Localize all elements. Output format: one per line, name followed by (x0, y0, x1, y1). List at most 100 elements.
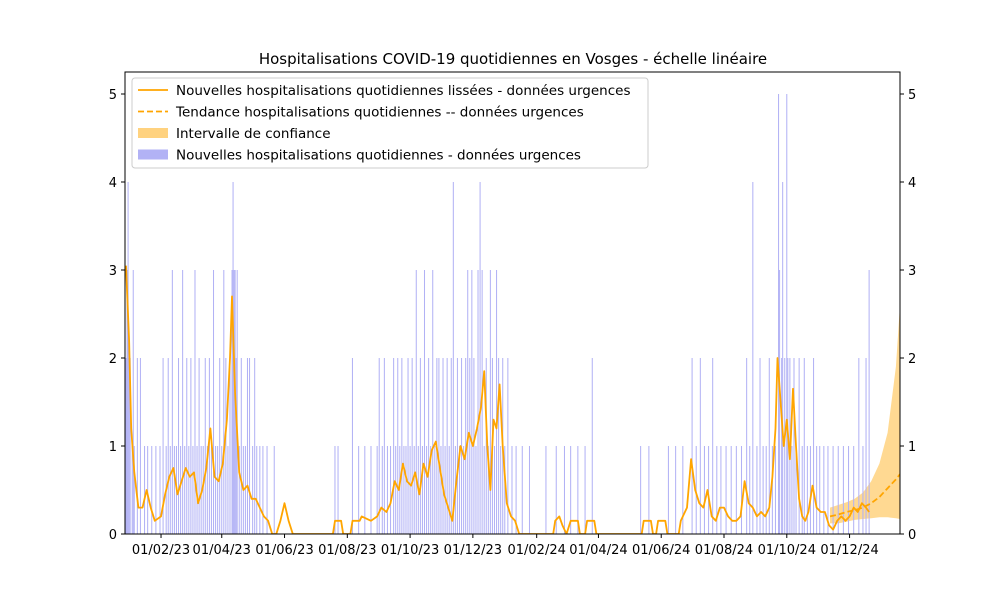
daily-bar (430, 446, 432, 534)
daily-bar (423, 270, 426, 534)
daily-bar (217, 446, 219, 534)
x-tick-label: 01/08/24 (695, 543, 753, 558)
daily-bar (126, 270, 128, 534)
daily-bar (695, 446, 697, 534)
daily-bar (498, 358, 500, 534)
daily-bar (640, 446, 642, 534)
daily-bar (837, 446, 839, 534)
daily-bar (716, 446, 718, 534)
daily-bar (848, 446, 850, 534)
daily-bar (803, 358, 805, 534)
smoothed-line (125, 265, 870, 534)
daily-bar (403, 446, 405, 534)
daily-bar (675, 446, 677, 534)
legend-box (131, 77, 649, 169)
daily-bar (827, 446, 829, 534)
daily-bar (159, 446, 161, 534)
daily-bar (370, 446, 372, 534)
daily-bar (223, 270, 225, 534)
confidence-band-layer (830, 305, 900, 524)
daily-bar (376, 446, 378, 534)
daily-bar (816, 446, 818, 534)
daily-bar (756, 446, 758, 534)
daily-bar (233, 270, 235, 534)
daily-bar (682, 446, 684, 534)
daily-bar (487, 446, 489, 534)
daily-bar (746, 358, 748, 534)
y-tick-label-left: 4 (109, 176, 117, 191)
daily-bar (779, 270, 781, 534)
daily-bar (399, 446, 401, 534)
daily-bar (806, 446, 808, 534)
daily-bar (438, 358, 440, 534)
daily-bar (381, 446, 383, 534)
daily-bar (496, 270, 498, 534)
daily-bar (144, 446, 146, 534)
daily-bar (703, 446, 705, 534)
x-tick-label: 01/10/24 (758, 543, 816, 558)
daily-bar (232, 182, 234, 534)
daily-bar (204, 358, 206, 534)
daily-bar (452, 182, 454, 534)
daily-bar (759, 358, 761, 534)
daily-bar (273, 446, 275, 534)
daily-bar (133, 446, 135, 534)
daily-bar (190, 358, 192, 534)
daily-bar (147, 446, 149, 534)
daily-bar (262, 446, 264, 534)
daily-bar (515, 446, 517, 534)
y-tick-label-right: 0 (908, 528, 916, 543)
daily-bar (432, 270, 434, 534)
daily-bar (266, 446, 268, 534)
legend-label: Tendance hospitalisations quotidiennes -… (175, 105, 584, 121)
daily-bar (458, 446, 461, 534)
daily-bar (192, 446, 194, 534)
daily-bar (865, 358, 867, 534)
daily-bar (386, 446, 388, 534)
daily-bar (771, 446, 773, 534)
daily-bar (570, 446, 572, 534)
daily-bar (448, 446, 450, 534)
lines-layer (125, 265, 900, 534)
daily-bar (798, 358, 800, 534)
daily-bar (465, 358, 467, 534)
daily-bar (383, 358, 385, 534)
x-tick-label: 01/04/23 (193, 543, 251, 558)
daily-bar (210, 446, 212, 534)
daily-bar (229, 358, 231, 534)
daily-bar (782, 182, 784, 534)
daily-bar (762, 446, 764, 534)
daily-bar (765, 446, 767, 534)
daily-bar (842, 446, 844, 534)
y-tick-label-right: 2 (908, 352, 916, 367)
x-tick-label: 01/12/23 (444, 543, 502, 558)
daily-bar (725, 446, 727, 534)
daily-bar (252, 446, 254, 534)
daily-bar (648, 446, 650, 534)
daily-bar (395, 446, 397, 534)
x-tick-label: 01/06/24 (632, 543, 690, 558)
daily-bar (809, 446, 811, 534)
daily-bar (202, 446, 204, 534)
daily-bar (238, 446, 240, 534)
plot-frame (124, 71, 901, 535)
y-tick-label-left: 5 (109, 88, 117, 103)
daily-bar (545, 446, 547, 534)
confidence-band (830, 305, 900, 524)
daily-bar (240, 358, 242, 534)
daily-bar (127, 182, 129, 534)
daily-bar (254, 358, 256, 534)
daily-bar (483, 446, 485, 534)
y-tick-label-left: 0 (109, 528, 117, 543)
daily-bar (801, 446, 803, 534)
daily-bar (446, 358, 448, 534)
daily-bar (351, 358, 353, 534)
x-tick-label: 01/02/24 (507, 543, 565, 558)
daily-bar (178, 358, 180, 534)
daily-bar (584, 446, 586, 534)
daily-bar (591, 358, 593, 534)
y-tick-label-right: 4 (908, 176, 916, 191)
daily-bar (390, 446, 392, 534)
daily-bar (411, 358, 413, 534)
